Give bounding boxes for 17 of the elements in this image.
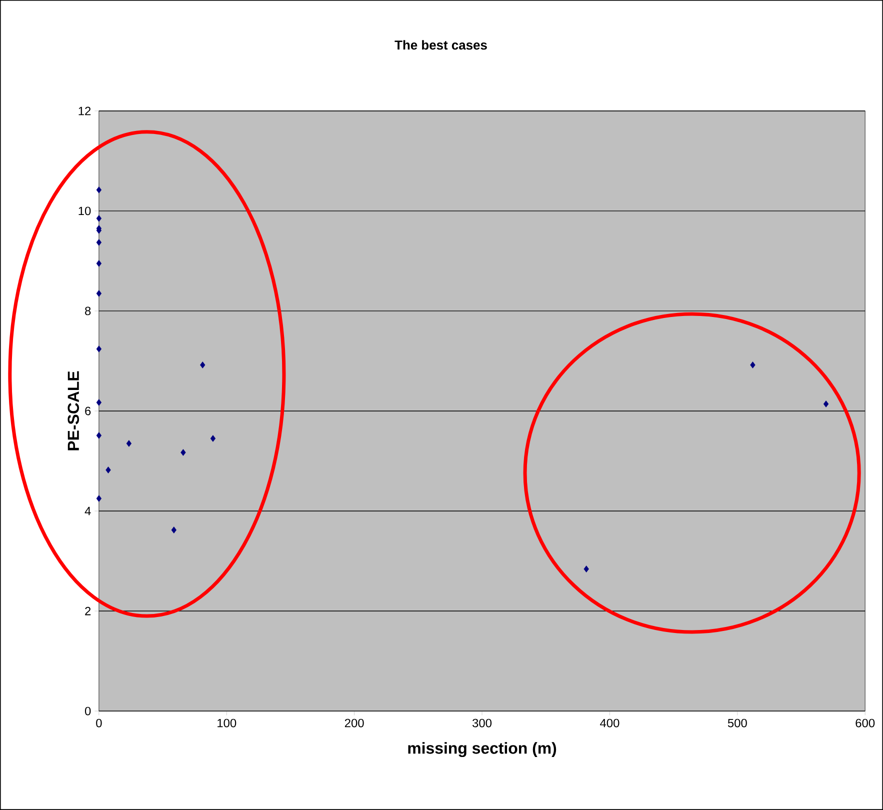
chart-title: The best cases bbox=[394, 40, 487, 50]
y-axis-title: PE-SCALE bbox=[68, 371, 80, 450]
y-tick-label: 0 bbox=[84, 706, 91, 716]
y-tick-label: 2 bbox=[85, 606, 91, 616]
x-tick-label: 500 bbox=[728, 718, 747, 728]
x-tick-label: 200 bbox=[344, 718, 364, 728]
y-tick-label: 8 bbox=[85, 306, 91, 316]
x-tick-label: 600 bbox=[856, 718, 875, 728]
x-tick-label: 0 bbox=[96, 718, 102, 728]
x-tick-label: 100 bbox=[218, 718, 236, 728]
x-tick-label: 400 bbox=[600, 718, 620, 728]
x-tick-label: 300 bbox=[472, 718, 492, 728]
x-axis-title: missing section (m) bbox=[408, 742, 556, 758]
y-tick-label: 10 bbox=[78, 206, 91, 216]
y-tick-label: 6 bbox=[85, 406, 91, 416]
y-tick-label: 12 bbox=[78, 106, 91, 116]
y-tick-label: 4 bbox=[84, 506, 91, 516]
